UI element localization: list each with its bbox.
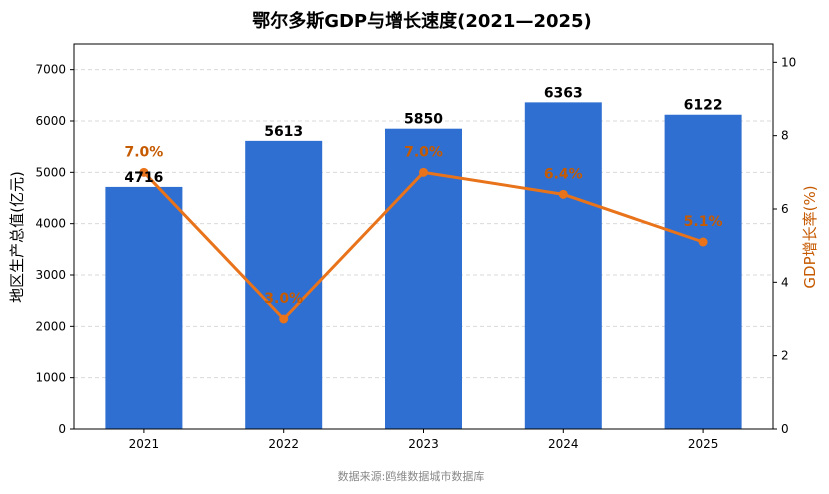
bar-value-label: 4716 <box>124 170 163 186</box>
bar-2022 <box>245 140 323 429</box>
growth-point-2025 <box>698 237 708 247</box>
growth-line <box>139 167 708 324</box>
y2-tick-label: 0 <box>781 422 789 436</box>
y-axis-label: 地区生产总值(亿元) <box>8 171 26 303</box>
y-tick-label: 2000 <box>35 319 66 333</box>
y2-tick-label: 4 <box>781 275 789 289</box>
growth-rate-label: 5.1% <box>684 214 723 230</box>
x-tick-label: 2022 <box>268 437 299 451</box>
growth-point-2022 <box>279 314 289 324</box>
growth-point-2021 <box>139 167 149 177</box>
growth-point-2023 <box>419 167 428 177</box>
growth-rate-label: 7.0% <box>404 144 443 160</box>
y-tick-label: 5000 <box>35 165 66 179</box>
growth-point-2024 <box>558 189 568 199</box>
bar-value-label: 6363 <box>544 85 583 101</box>
y2-axis-label: GDP增长率(%) <box>801 185 819 288</box>
source-note: 数据来源:鸥维数据城市数据库 <box>338 469 485 483</box>
grid-lines <box>74 69 773 379</box>
x-tick-label: 2024 <box>548 437 579 451</box>
y2-tick-label: 8 <box>781 129 789 143</box>
y2-tick-label: 6 <box>781 202 789 216</box>
x-tick-label: 2023 <box>408 437 439 451</box>
bar-2025 <box>664 114 742 429</box>
y-tick-label: 1000 <box>35 371 66 385</box>
growth-rate-label: 7.0% <box>124 144 163 160</box>
x-tick-label: 2025 <box>688 437 719 451</box>
bar-value-label: 6122 <box>684 98 723 114</box>
y-tick-label: 0 <box>58 422 66 436</box>
bar-2021 <box>105 186 183 429</box>
bar-2023 <box>385 128 462 429</box>
bar-value-label: 5850 <box>404 112 443 128</box>
y2-tick-label: 2 <box>781 349 789 363</box>
growth-rate-label: 6.4% <box>544 166 583 182</box>
y-tick-label: 3000 <box>35 268 66 282</box>
bars <box>105 102 742 429</box>
chart-title: 鄂尔多斯GDP与增长速度(2021—2025) <box>252 10 592 32</box>
axes: 0 1000 2000 3000 4000 5000 6000 7000 0 2 4 6 8 10 2021… <box>35 43 796 451</box>
y-tick-label: 6000 <box>35 114 66 128</box>
bar-2024 <box>524 102 602 429</box>
y2-tick-label: 10 <box>781 55 796 69</box>
y-tick-label: 7000 <box>35 63 66 77</box>
data-labels: 4716 5613 5850 6363 6122 7.0% 3.0% 7.0% 6.4% 5.1% <box>124 85 722 307</box>
growth-rate-label: 3.0% <box>264 291 303 307</box>
y-tick-label: 4000 <box>35 217 66 231</box>
x-tick-label: 2021 <box>129 437 160 451</box>
bar-value-label: 5613 <box>264 124 303 140</box>
